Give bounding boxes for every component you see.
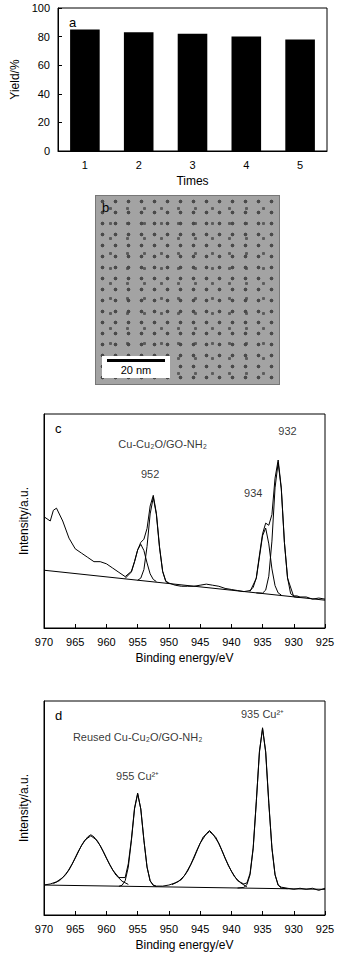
svg-text:934: 934 xyxy=(244,487,262,499)
svg-text:3: 3 xyxy=(189,159,195,171)
svg-text:Cu-Cu₂O/GO-NH₂: Cu-Cu₂O/GO-NH₂ xyxy=(118,438,207,450)
html-text:20 nm: 20 nm xyxy=(120,364,152,376)
svg-text:0: 0 xyxy=(44,145,50,157)
svg-text:960: 960 xyxy=(97,636,115,648)
svg-text:955: 955 xyxy=(128,923,146,935)
svg-text:5: 5 xyxy=(297,159,303,171)
svg-text:965: 965 xyxy=(66,923,84,935)
svg-text:40: 40 xyxy=(38,88,50,100)
svg-text:100: 100 xyxy=(32,2,50,14)
svg-text:950: 950 xyxy=(160,636,178,648)
svg-text:940: 940 xyxy=(222,636,240,648)
svg-text:d: d xyxy=(55,708,62,723)
svg-text:970: 970 xyxy=(35,636,53,648)
svg-text:930: 930 xyxy=(285,636,303,648)
svg-text:1: 1 xyxy=(82,159,88,171)
svg-text:Intensity/a.u.: Intensity/a.u. xyxy=(17,774,31,842)
svg-text:932: 932 xyxy=(278,425,296,437)
svg-text:2: 2 xyxy=(136,159,142,171)
svg-text:4: 4 xyxy=(243,159,249,171)
svg-text:955: 955 xyxy=(128,636,146,648)
svg-text:955 Cu²⁺: 955 Cu²⁺ xyxy=(116,770,159,782)
svg-text:945: 945 xyxy=(191,923,209,935)
svg-text:Reused Cu-Cu₂O/GO-NH₂: Reused Cu-Cu₂O/GO-NH₂ xyxy=(73,731,203,743)
svg-text:965: 965 xyxy=(66,636,84,648)
svg-text:80: 80 xyxy=(38,31,50,43)
svg-text:952: 952 xyxy=(141,468,159,480)
html-text:b: b xyxy=(102,200,110,215)
svg-text:Yield/%: Yield/% xyxy=(8,59,22,100)
svg-text:960: 960 xyxy=(97,923,115,935)
svg-text:950: 950 xyxy=(160,923,178,935)
svg-text:Binding energy/eV: Binding energy/eV xyxy=(135,651,233,665)
svg-text:a: a xyxy=(69,15,77,30)
svg-text:935: 935 xyxy=(253,636,271,648)
svg-text:925: 925 xyxy=(316,636,334,648)
svg-text:Intensity/a.u.: Intensity/a.u. xyxy=(17,487,31,555)
svg-text:930: 930 xyxy=(285,923,303,935)
svg-text:Times: Times xyxy=(176,174,208,188)
svg-text:935: 935 xyxy=(253,923,271,935)
svg-text:c: c xyxy=(55,421,62,436)
svg-text:970: 970 xyxy=(35,923,53,935)
svg-text:Binding energy/eV: Binding energy/eV xyxy=(135,938,233,952)
svg-text:940: 940 xyxy=(222,923,240,935)
svg-text:935 Cu²⁺: 935 Cu²⁺ xyxy=(241,708,284,720)
svg-text:60: 60 xyxy=(38,59,50,71)
svg-text:945: 945 xyxy=(191,636,209,648)
svg-text:20: 20 xyxy=(38,116,50,128)
svg-text:925: 925 xyxy=(316,923,334,935)
